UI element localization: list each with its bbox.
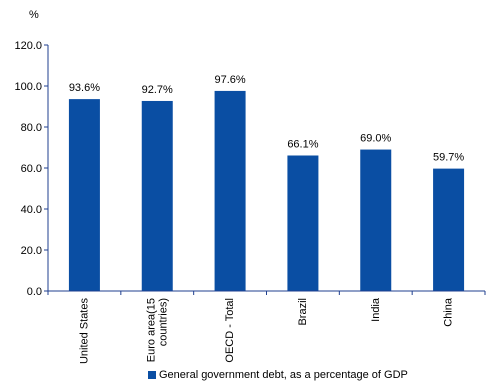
data-label: 66.1% xyxy=(287,138,318,150)
bars xyxy=(68,90,465,292)
bar xyxy=(68,99,100,292)
x-tick-label: United States xyxy=(78,298,90,365)
y-tick-label: 100.0 xyxy=(14,81,42,93)
y-tick-label: 0.0 xyxy=(27,286,42,298)
y-tick-label: 80.0 xyxy=(21,122,42,134)
y-axis-unit-label: % xyxy=(29,9,39,21)
x-tick-label: India xyxy=(370,297,382,322)
data-labels: 93.6% 92.7% 97.6% 66.1% 69.0% 59.7% xyxy=(69,74,465,164)
x-tick-label: China xyxy=(443,297,455,327)
legend: General government debt, as a percentage… xyxy=(148,369,408,381)
data-label: 93.6% xyxy=(69,82,100,94)
bar xyxy=(433,168,465,291)
x-tick-label: Brazil xyxy=(297,298,309,326)
legend-swatch xyxy=(148,371,156,379)
y-tick-label: 20.0 xyxy=(21,245,42,257)
data-label: 69.0% xyxy=(360,133,391,145)
bar xyxy=(360,149,392,291)
x-tick-label: Euro area(15 xyxy=(145,298,157,362)
x-tick-label: OECD - Total xyxy=(224,298,236,363)
y-tick-label: 120.0 xyxy=(14,40,42,52)
x-tick-label: countries) xyxy=(157,298,169,346)
x-axis: United States Euro area(15 countries) OECD … xyxy=(47,290,486,365)
bar xyxy=(287,155,319,291)
data-label: 59.7% xyxy=(433,152,464,164)
y-tick-label: 60.0 xyxy=(21,163,42,175)
data-label: 97.6% xyxy=(214,74,245,86)
y-axis: 0.0 20.0 40.0 60.0 80.0 100.0 120.0 xyxy=(14,40,49,298)
bar xyxy=(214,90,246,291)
y-tick-label: 40.0 xyxy=(21,204,42,216)
bar xyxy=(141,100,173,291)
data-label: 92.7% xyxy=(142,84,173,96)
legend-label: General government debt, as a percentage… xyxy=(159,369,408,381)
